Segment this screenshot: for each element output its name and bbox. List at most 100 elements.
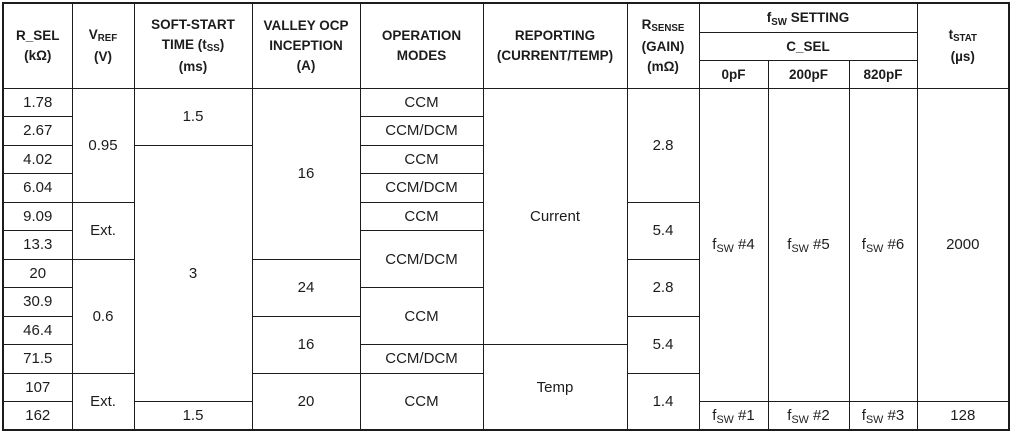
soft-start-header-unit: (ms)	[178, 58, 208, 74]
fsw-cell: fSW #2	[767, 401, 850, 431]
rsense-header-unit: (mΩ)	[647, 58, 679, 74]
soft-start-header-line1: SOFT-START	[151, 16, 235, 32]
op-mode-cell: CCM	[359, 287, 484, 345]
fsw-setting-label: SETTING	[786, 10, 850, 26]
col-header-rsel: R_SEL (kΩ)	[2, 2, 73, 89]
fsw-subscript: SW	[791, 414, 809, 427]
fsw-subscript: SW	[716, 414, 734, 427]
rsense-subscript: SENSE	[651, 23, 685, 35]
valley-ocp-header-line1: VALLEY OCP	[263, 17, 349, 33]
rsel-cell: 9.09	[2, 201, 73, 231]
fsw-base: f	[787, 236, 792, 254]
op-mode-cell: CCM/DCM	[359, 116, 484, 146]
reporting-cell: Temp	[482, 344, 628, 431]
soft-start-line2-pre: TIME (t	[161, 36, 207, 52]
valley-ocp-header-line2: INCEPTION	[269, 37, 343, 53]
header-row-1: R_SEL (kΩ) VREF (V) SOFT-START TIME (tSS…	[2, 2, 1010, 89]
rsense-cell: 5.4	[626, 201, 700, 260]
fsw-subscript: SW	[716, 243, 734, 256]
fsw-number: #2	[808, 407, 830, 424]
fsw-subscript: SW	[865, 243, 884, 256]
vref-cell: 0.6	[71, 258, 135, 374]
col-header-csel-820pf: 820pF	[848, 59, 918, 89]
valley-ocp-cell: 16	[251, 315, 361, 374]
table-row: 20 0.6 24 2.8	[2, 258, 1009, 374]
fsw-cell: fSW #1	[698, 401, 769, 431]
op-mode-cell: CCM	[359, 144, 484, 174]
reporting-header-line2: (CURRENT/TEMP)	[496, 47, 614, 63]
vref-base: V	[88, 26, 98, 42]
rsense-cell: 1.4	[626, 372, 700, 431]
rsel-cell: 71.5	[2, 344, 73, 374]
op-mode-cell: CCM	[359, 87, 484, 117]
table-row: 6.04 CCM/DCM	[2, 173, 1009, 203]
fsw-subscript: SW	[865, 414, 884, 427]
tstat-base: t	[948, 26, 954, 42]
vref-cell: Ext.	[71, 372, 135, 431]
vref-header-name: VREF	[73, 25, 133, 47]
fsw-cell: fSW #4	[698, 87, 769, 402]
col-header-csel-200pf: 200pF	[767, 59, 850, 89]
rsel-cell: 6.04	[2, 173, 73, 203]
fsw-number: #6	[883, 236, 905, 254]
col-header-vref: VREF (V)	[71, 2, 135, 89]
table-body: 1.78 0.95 1.5 16 CCM Current 2.8 fSW #4 …	[2, 87, 1010, 431]
col-header-reporting: REPORTING (CURRENT/TEMP)	[482, 2, 628, 89]
tstat-header-name: tSTAT	[918, 25, 1008, 47]
vref-cell: 0.95	[71, 87, 135, 203]
rsense-header-gain: (GAIN)	[641, 38, 685, 54]
operation-modes-header-line1: OPERATION	[381, 27, 462, 43]
tss-subscript: SS	[206, 43, 220, 55]
table-row: 71.5 CCM/DCM Temp	[2, 344, 1009, 431]
valley-ocp-cell: 24	[251, 258, 361, 317]
tstat-header-unit: (µs)	[950, 48, 975, 64]
col-header-soft-start-time: SOFT-START TIME (tSS) (ms)	[133, 2, 253, 89]
fsw-number: #5	[808, 236, 830, 254]
op-mode-cell: CCM/DCM	[359, 173, 484, 203]
col-header-operation-modes: OPERATION MODES	[359, 2, 484, 89]
vref-subscript: REF	[97, 33, 118, 45]
table-row: 4.02 3 CCM	[2, 144, 1009, 402]
fsw-cell: fSW #5	[767, 87, 850, 402]
table-row: 107 Ext. 20 CCM 1.4	[2, 372, 1009, 431]
col-header-csel: C_SEL	[698, 31, 918, 61]
fsw-number: #4	[733, 236, 755, 254]
fsw-setting-base: f	[766, 10, 772, 26]
fsw-number: #3	[883, 407, 905, 424]
table-row: 162 1.5 fSW #1 fSW #2 fSW #3 128	[2, 401, 1010, 431]
header-row-3: 0pF 200pF 820pF	[3, 59, 1009, 89]
col-header-rsense: RSENSE (GAIN) (mΩ)	[626, 2, 700, 89]
tstat-cell: 128	[916, 401, 1010, 431]
tstat-subscript: STAT	[953, 33, 977, 45]
rsense-base: R	[641, 16, 652, 32]
operation-modes-header-line2: MODES	[396, 47, 447, 63]
rsel-cell: 2.67	[2, 116, 73, 146]
table-row: 1.78 0.95 1.5 16 CCM Current 2.8 fSW #4 …	[2, 87, 1010, 402]
col-header-valley-ocp: VALLEY OCP INCEPTION (A)	[251, 2, 361, 89]
fsw-base: f	[861, 407, 866, 424]
table-row: 46.4 16 5.4	[2, 315, 1009, 374]
col-header-csel-0pf: 0pF	[698, 59, 769, 89]
rsel-cell: 1.78	[2, 87, 73, 117]
table-row: 13.3 CCM/DCM	[2, 230, 1009, 288]
rsel-cell: 4.02	[2, 144, 73, 174]
rsel-cell: 13.3	[2, 230, 73, 260]
col-header-fsw-setting: fSW SETTING	[698, 2, 918, 33]
op-mode-cell: CCM	[359, 372, 484, 431]
rsense-cell: 2.8	[626, 87, 700, 203]
rsel-header-name: R_SEL	[15, 27, 60, 43]
soft-start-header-line2: TIME (tSS)	[135, 35, 251, 57]
rsel-cell: 46.4	[2, 315, 73, 345]
valley-ocp-cell: 16	[251, 87, 361, 260]
vref-header-unit: (V)	[94, 48, 112, 64]
op-mode-cell: CCM/DCM	[359, 230, 484, 288]
fsw-cell: fSW #3	[848, 401, 918, 431]
rsel-header-unit: (kΩ)	[24, 47, 52, 63]
rsense-cell: 2.8	[626, 258, 700, 317]
vref-cell: Ext.	[71, 201, 135, 260]
fsw-base: f	[861, 236, 866, 254]
rsense-header-name: RSENSE	[628, 15, 698, 37]
fsw-base: f	[787, 407, 792, 424]
fsw-base: f	[712, 236, 717, 254]
